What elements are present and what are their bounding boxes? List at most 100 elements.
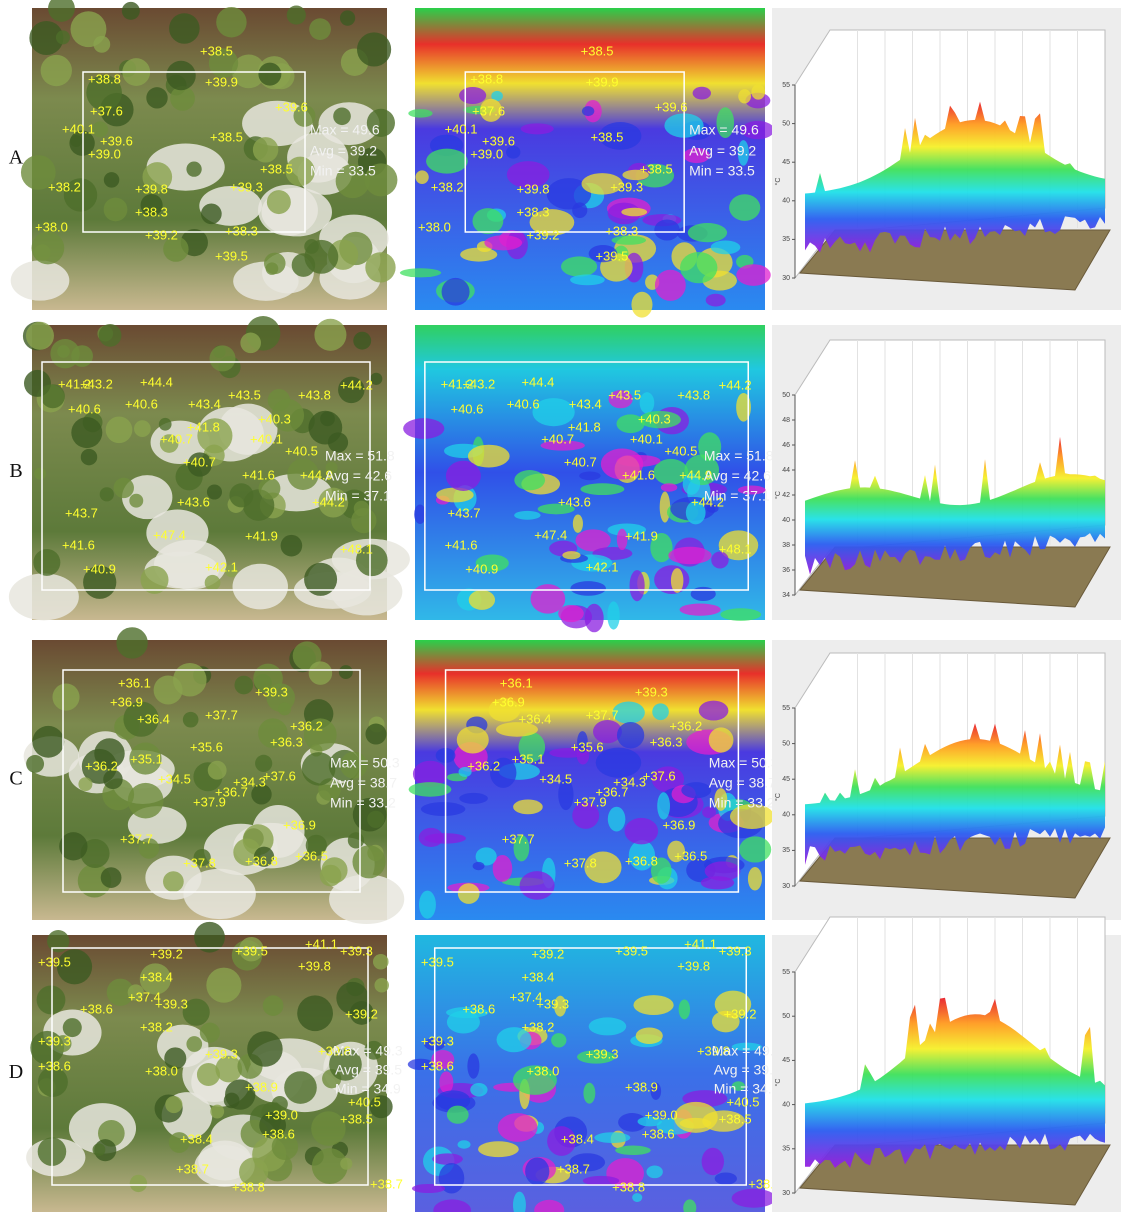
thermal-blob	[615, 1146, 651, 1155]
spot-label: +35.1	[512, 751, 545, 766]
thermal-blob	[736, 264, 770, 286]
thermal-blob	[671, 568, 684, 593]
spot-label: +38.2	[48, 179, 81, 194]
leaf	[52, 683, 79, 710]
spot-label: +39.6	[275, 99, 308, 114]
thermal-blob	[668, 547, 711, 564]
spot-label: +36.3	[650, 734, 683, 749]
spot-label: +40.1	[630, 431, 663, 446]
leaf	[205, 575, 221, 591]
leaf	[26, 755, 44, 773]
leaf	[56, 30, 70, 44]
thermal-blob	[633, 995, 673, 1015]
spot-label: +39.9	[205, 74, 238, 89]
leaf	[114, 478, 134, 498]
tick-label: 50	[782, 740, 790, 747]
thermal-blob	[621, 208, 647, 217]
tick-label: 42	[782, 492, 790, 499]
leaf	[247, 1031, 282, 1066]
thermal-blob	[688, 223, 727, 242]
spot-label: +37.6	[90, 103, 123, 118]
spot-label: +39.2	[724, 1006, 757, 1021]
spot-label: +42.1	[586, 559, 619, 574]
leaf	[100, 487, 114, 501]
thermal-blob	[484, 235, 522, 250]
thermal-blob	[732, 1189, 776, 1208]
thermal-blob	[426, 149, 468, 174]
leaf	[278, 702, 291, 715]
spot-label: +38.2	[521, 1019, 554, 1034]
spot-label: +36.2	[669, 718, 702, 733]
thermal-blob	[447, 1106, 469, 1124]
spot-label: +40.1	[62, 121, 95, 136]
thermal-blob	[520, 871, 555, 900]
thermal-blob	[583, 1083, 595, 1104]
tick-label: 40	[782, 517, 790, 524]
stat-label: Avg = 42.6	[704, 468, 771, 484]
spot-label: +39.3	[586, 1046, 619, 1061]
spot-label: +39.5	[38, 954, 71, 969]
spot-label: +39.8	[517, 181, 550, 196]
spot-label: +38.5	[210, 129, 243, 144]
thermal-blob	[681, 782, 711, 798]
stat-label: Min = 33.2	[330, 795, 396, 811]
thermal-blob	[640, 392, 655, 413]
spot-label: +39.3	[38, 1033, 71, 1048]
leaf	[357, 32, 391, 66]
spot-label: +38.7	[176, 1161, 209, 1176]
spot-label: +35.6	[571, 739, 604, 754]
spot-label: +36.1	[500, 675, 533, 690]
stat-label: Min = 33.5	[310, 163, 376, 179]
spot-label: +38.6	[262, 1126, 295, 1141]
spot-label: +39.5	[615, 943, 648, 958]
leaf	[284, 1071, 317, 1104]
thermal-blob	[513, 799, 543, 814]
spot-label: +37.8	[564, 855, 597, 870]
leaf	[165, 1096, 182, 1113]
thermal-blob	[594, 1132, 630, 1143]
spot-label: +38.9	[245, 1079, 278, 1094]
spot-label: +38.5	[590, 129, 623, 144]
stat-label: Avg = 39.5	[714, 1062, 781, 1078]
spot-label: +40.7	[564, 454, 597, 469]
spot-label: +37.8	[183, 855, 216, 870]
thermal-blob	[699, 701, 729, 721]
tick-label: 44	[782, 467, 790, 474]
leaf	[201, 203, 222, 224]
thermal-blob	[751, 84, 765, 99]
thermal-blob	[570, 274, 605, 285]
stat-label: Min = 33.5	[689, 163, 755, 179]
spot-label: +38.2	[431, 179, 464, 194]
spot-label: +38.6	[642, 1126, 675, 1141]
spot-label: +39.0	[470, 146, 503, 161]
thermal-blob	[573, 514, 583, 532]
leaf	[186, 1036, 202, 1052]
stat-label: Avg = 39.5	[335, 1062, 402, 1078]
thermal-blob	[561, 256, 597, 276]
leaf	[159, 418, 172, 431]
thermal-blob	[702, 1148, 724, 1176]
leaf	[116, 627, 147, 658]
spot-label: +40.1	[250, 431, 283, 446]
spot-label: +40.7	[160, 431, 193, 446]
spot-label: +44.2	[719, 377, 752, 392]
leaf	[253, 137, 278, 162]
leaf	[130, 1175, 147, 1192]
thermal-blob	[739, 836, 771, 862]
spot-label: +39.2	[531, 946, 564, 961]
axis-unit: °C	[774, 793, 782, 801]
spot-label: +36.9	[662, 817, 695, 832]
spot-label: +38.3	[605, 223, 638, 238]
spot-label: +39.3	[155, 996, 188, 1011]
spot-label: +39.5	[421, 954, 454, 969]
spot-label: +39.5	[595, 248, 628, 263]
spot-label: +41.6	[622, 467, 655, 482]
leaf	[304, 240, 338, 274]
leaf	[166, 61, 195, 90]
stat-label: Max = 51.8	[325, 448, 395, 464]
thermal-blob	[632, 1193, 642, 1202]
thermal-blob	[654, 219, 680, 240]
spot-label: +44.4	[140, 374, 173, 389]
leaf	[339, 665, 353, 679]
leaf	[209, 345, 235, 371]
